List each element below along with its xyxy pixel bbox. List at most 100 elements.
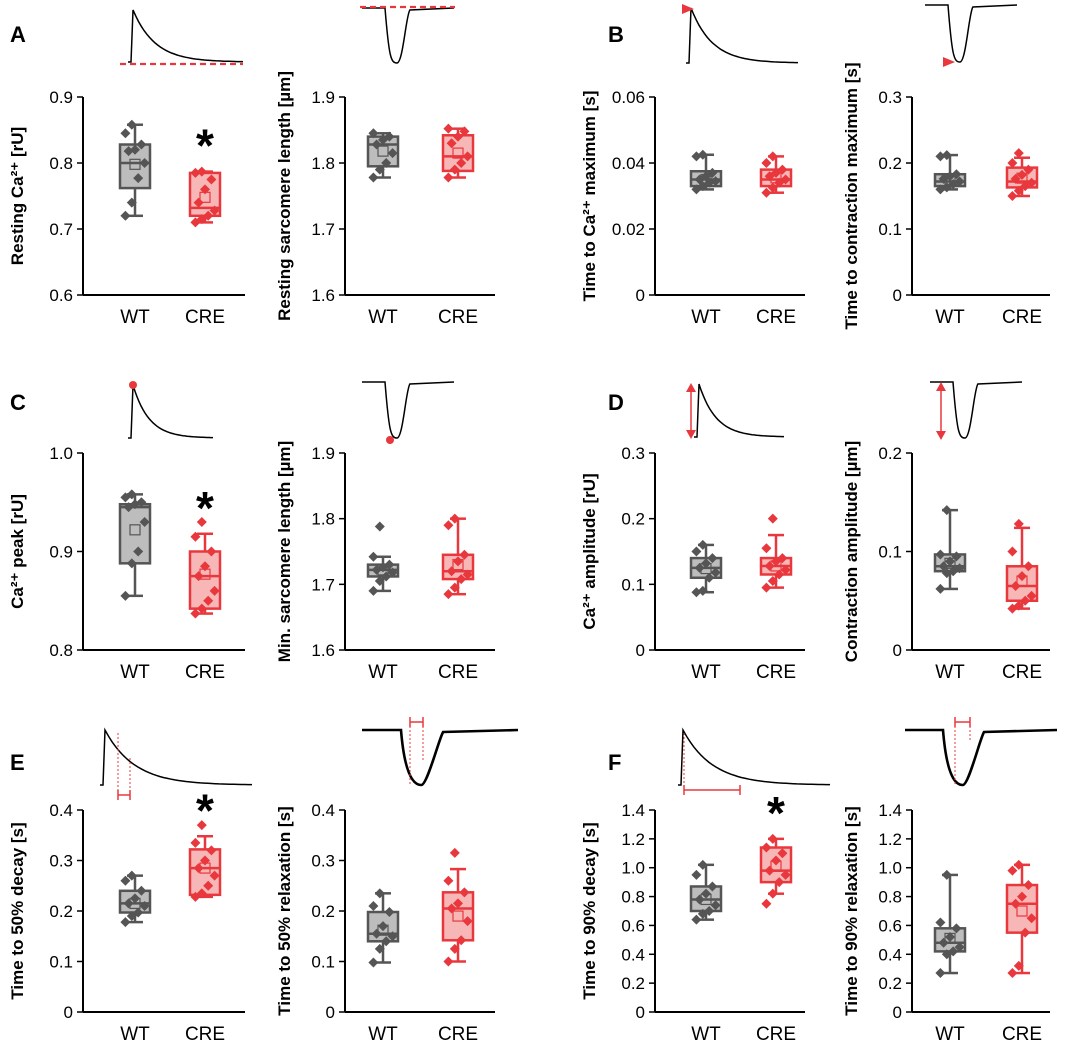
y-tick-label: 0.4 <box>311 801 335 820</box>
data-point <box>948 946 959 957</box>
data-point <box>954 176 965 187</box>
data-point <box>459 126 470 137</box>
y-tick-label: 0 <box>326 1003 335 1022</box>
data-point <box>120 917 131 928</box>
data-point <box>704 572 715 583</box>
ca-transient-trace <box>678 727 830 786</box>
mean-marker <box>700 893 712 906</box>
sarcomere-trace <box>905 728 1058 787</box>
data-point <box>209 205 220 216</box>
inset-ca-90-decay <box>678 727 830 795</box>
y-tick-label: 1.4 <box>621 801 645 820</box>
data-point <box>378 921 388 932</box>
mean-marker <box>452 559 464 571</box>
data-point <box>453 131 463 142</box>
mean-marker <box>944 173 956 186</box>
y-tick-label: 0 <box>636 641 645 660</box>
chart-panel-5: 1.6 1.7 1.8 1.9 Min. sarcomere length [µm] WT… <box>275 441 495 683</box>
inset-ca-amplitude <box>686 383 784 439</box>
y-tick-label: 0.4 <box>621 945 645 964</box>
data-point <box>1017 891 1027 902</box>
y-tick-label: 0.1 <box>621 575 645 594</box>
data-point <box>710 176 721 187</box>
data-point <box>209 870 220 881</box>
sarcomere-trace <box>362 728 519 787</box>
data-point <box>456 158 467 168</box>
inset-sl-90-relax <box>905 717 1058 787</box>
mean-marker <box>1016 172 1028 184</box>
data-point <box>935 917 946 928</box>
mean-marker <box>944 557 956 569</box>
box-series-cre <box>441 847 475 967</box>
x-category-label: WT <box>120 307 150 328</box>
mean-marker <box>452 147 464 159</box>
y-tick-label: 1.2 <box>878 830 902 849</box>
y-tick-label: 0.4 <box>878 945 902 964</box>
y-tick-label: 0.06 <box>612 88 645 107</box>
data-point <box>136 885 147 896</box>
y-axis-label: Time to 90% decay [s] <box>580 822 599 999</box>
data-point <box>935 583 946 594</box>
y-tick-label: 0.2 <box>878 444 902 463</box>
data-point <box>691 587 702 598</box>
data-point <box>449 582 460 593</box>
data-point <box>120 590 131 601</box>
y-tick-label: 0.02 <box>612 220 645 239</box>
data-point <box>133 173 144 184</box>
panel-letter-b: B <box>608 22 624 47</box>
mean-marker <box>199 568 211 580</box>
data-point <box>133 907 144 918</box>
y-tick-label: 0.2 <box>878 974 902 993</box>
chart-panel-0: 0.6 0.7 0.8 0.9 Resting Ca²⁺ [rU] WT CRE * <box>8 88 245 328</box>
data-point <box>774 569 785 580</box>
inset-ca-resting <box>120 9 243 66</box>
box-series-wt <box>366 888 400 968</box>
ca-transient-trace <box>128 384 213 439</box>
x-category-label: CRE <box>438 1024 478 1045</box>
data-point <box>387 567 398 578</box>
data-point <box>691 869 702 880</box>
data-point <box>384 131 395 142</box>
data-point <box>126 119 137 130</box>
data-point <box>767 576 778 587</box>
box-series-cre <box>1005 518 1039 614</box>
peak-dot <box>129 381 137 389</box>
y-tick-label: 1.6 <box>311 286 335 305</box>
minimum-arrow <box>943 57 955 67</box>
data-point <box>1023 880 1034 891</box>
data-point <box>368 128 379 139</box>
x-category-label: CRE <box>185 662 225 683</box>
data-point <box>387 931 398 942</box>
y-tick-label: 0.4 <box>49 801 73 820</box>
data-point <box>209 585 220 596</box>
y-tick-label: 1.0 <box>878 859 902 878</box>
chart-panel-11: 0 0.2 0.4 0.6 0.8 1.0 1.2 1.4 Time to 90% relaxa… <box>842 801 1050 1045</box>
y-axis-label: Resting sarcomere length [µm] <box>275 71 294 321</box>
data-point <box>196 603 207 614</box>
y-tick-label: 0.8 <box>878 888 902 907</box>
data-point <box>206 546 217 557</box>
box-series-wt <box>689 859 723 925</box>
y-tick-label: 0.2 <box>878 154 902 173</box>
mean-marker <box>1016 575 1028 587</box>
y-axis-label: Ca²⁺ peak [rU] <box>8 494 27 609</box>
sarcomere-trace <box>362 7 455 64</box>
box-series-cre: * <box>759 787 793 909</box>
y-tick-label: 0.1 <box>49 953 73 972</box>
data-point <box>1013 518 1024 529</box>
duration-bar <box>409 717 424 727</box>
data-point <box>459 887 470 898</box>
data-point <box>1026 177 1037 188</box>
data-point <box>691 914 702 925</box>
y-tick-label: 1.9 <box>311 444 335 463</box>
data-point <box>694 562 705 573</box>
inset-sl-time-to-max <box>925 4 1018 67</box>
data-point <box>206 845 217 856</box>
mean-marker <box>944 932 956 945</box>
data-point <box>449 513 460 524</box>
data-point <box>1010 173 1021 184</box>
x-category-label: CRE <box>1002 662 1042 683</box>
y-axis-label: Min. sarcomere length [µm] <box>275 441 294 662</box>
data-point <box>697 539 708 550</box>
